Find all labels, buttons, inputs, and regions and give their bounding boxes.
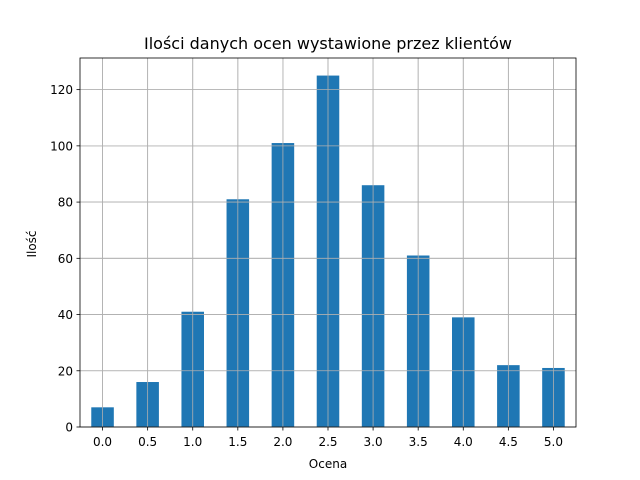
x-axis-label: Ocena xyxy=(309,457,347,471)
x-tick-label: 2.0 xyxy=(273,435,292,449)
plot-area: 0 20 40 60 80 100 120 0.0 0.5 1.0 1.5 2.0 2.5 3.0 3.5 4… xyxy=(50,57,577,449)
y-tick-label: 100 xyxy=(50,139,73,153)
y-tick-label: 80 xyxy=(58,196,73,210)
x-tick-label: 1.0 xyxy=(183,435,202,449)
x-tick-label: 0.5 xyxy=(138,435,157,449)
x-tick-label: 4.0 xyxy=(454,435,473,449)
y-axis-label: Ilość xyxy=(25,230,39,257)
chart-title: Ilości danych ocen wystawione przez klie… xyxy=(144,34,512,53)
x-tick-label: 4.5 xyxy=(499,435,518,449)
y-tick-label: 40 xyxy=(58,308,73,322)
x-tick-label: 3.5 xyxy=(409,435,428,449)
x-tick-label: 0.0 xyxy=(93,435,112,449)
y-tick-label: 20 xyxy=(58,364,73,378)
y-tick-label: 0 xyxy=(65,421,73,435)
x-tick-label: 2.5 xyxy=(318,435,337,449)
x-tick-label: 1.5 xyxy=(228,435,247,449)
x-tick-label: 3.0 xyxy=(364,435,383,449)
x-tick-label: 5.0 xyxy=(544,435,563,449)
y-tick-label: 120 xyxy=(50,83,73,97)
y-tick-label: 60 xyxy=(58,252,73,266)
